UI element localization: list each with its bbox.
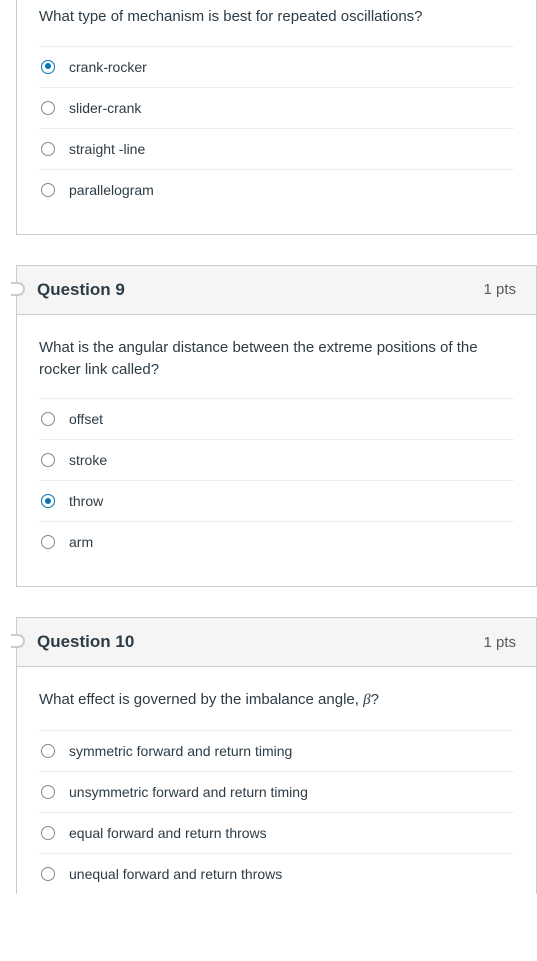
radio-icon[interactable] [41,867,55,881]
option-label: unsymmetric forward and return timing [69,784,308,800]
question-8-text: What type of mechanism is best for repea… [39,6,514,28]
question-10-card: Question 10 1 pts What effect is governe… [16,617,537,894]
question-10-points: 1 pts [483,634,516,651]
question-10-title: Question 10 [37,632,134,652]
option-straight-line[interactable]: straight -line [39,128,514,169]
radio-icon[interactable] [41,494,55,508]
radio-icon[interactable] [41,453,55,467]
question-10-text-prefix: What effect is governed by the imbalance… [39,691,363,708]
question-10-text-var: β [363,692,370,708]
option-offset[interactable]: offset [39,398,514,439]
question-10-text: What effect is governed by the imbalance… [39,689,514,712]
option-unsymmetric-timing[interactable]: unsymmetric forward and return timing [39,771,514,812]
option-crank-rocker[interactable]: crank-rocker [39,46,514,87]
radio-icon[interactable] [41,744,55,758]
option-label: unequal forward and return throws [69,866,282,882]
option-label: throw [69,493,103,509]
question-10-options: symmetric forward and return timing unsy… [39,730,514,894]
question-8-options: crank-rocker slider-crank straight -line… [39,46,514,210]
option-label: equal forward and return throws [69,825,267,841]
question-10-text-suffix: ? [371,691,379,708]
option-equal-throws[interactable]: equal forward and return throws [39,812,514,853]
question-9-text: What is the angular distance between the… [39,337,514,381]
radio-icon[interactable] [41,785,55,799]
option-label: slider-crank [69,100,141,116]
option-label: stroke [69,452,107,468]
option-slider-crank[interactable]: slider-crank [39,87,514,128]
option-label: offset [69,411,103,427]
radio-icon[interactable] [41,101,55,115]
option-symmetric-timing[interactable]: symmetric forward and return timing [39,730,514,771]
question-9-title: Question 9 [37,280,125,300]
option-arm[interactable]: arm [39,521,514,562]
radio-icon[interactable] [41,535,55,549]
question-8-card: What type of mechanism is best for repea… [16,0,537,235]
question-9-options: offset stroke throw arm [39,398,514,562]
option-label: arm [69,534,93,550]
radio-icon[interactable] [41,142,55,156]
question-9-header: Question 9 1 pts [17,266,536,315]
option-label: straight -line [69,141,145,157]
option-label: parallelogram [69,182,154,198]
question-9-card: Question 9 1 pts What is the angular dis… [16,265,537,588]
question-9-points: 1 pts [483,281,516,298]
option-unequal-throws[interactable]: unequal forward and return throws [39,853,514,894]
radio-icon[interactable] [41,412,55,426]
option-label: crank-rocker [69,59,147,75]
question-indicator-icon [11,282,25,296]
radio-icon[interactable] [41,183,55,197]
question-10-header: Question 10 1 pts [17,618,536,667]
option-parallelogram[interactable]: parallelogram [39,169,514,210]
radio-icon[interactable] [41,826,55,840]
option-throw[interactable]: throw [39,480,514,521]
option-stroke[interactable]: stroke [39,439,514,480]
radio-icon[interactable] [41,60,55,74]
option-label: symmetric forward and return timing [69,743,292,759]
